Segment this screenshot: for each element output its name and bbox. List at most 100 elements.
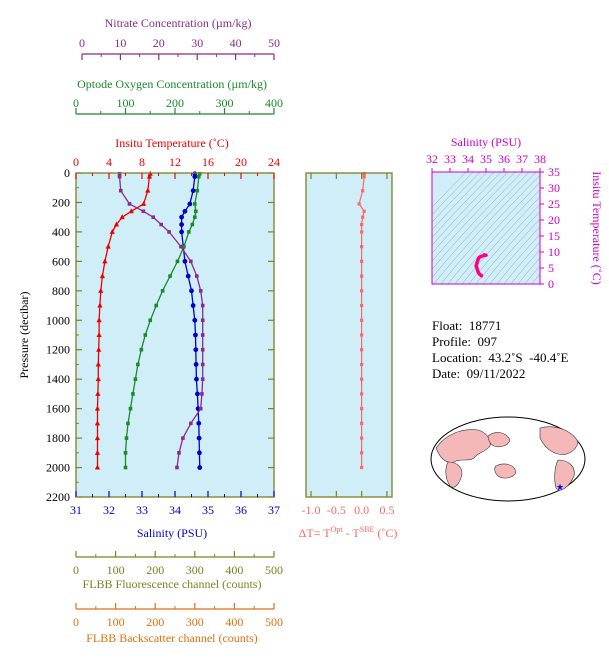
isopycnal-line bbox=[531, 273, 540, 284]
profile-panel: 0 4 8 12 16 20 24 31 32 33 34 35 36 37 0 200 400 600 800… bbox=[46, 155, 280, 517]
insitu-temperature-point bbox=[94, 420, 101, 426]
oxygen-axis-tick-label: 100 bbox=[117, 96, 135, 110]
insitu-temperature-point bbox=[146, 173, 153, 179]
temperature-axis-tick-label: 20 bbox=[235, 155, 247, 169]
salinity-point bbox=[193, 332, 198, 338]
nitrate-axis-tick-label: 10 bbox=[114, 36, 126, 50]
optode-oxygen-concentration-point bbox=[133, 377, 138, 381]
isopycnal-line bbox=[461, 196, 540, 284]
float-info: Float: 18771 Profile: 097 Location: 43.2˚S… bbox=[432, 302, 568, 398]
isopycnal-line bbox=[432, 172, 516, 262]
isopycnal-line bbox=[432, 172, 523, 270]
ts-temperature-tick-label: 35 bbox=[548, 165, 560, 179]
nitrate-axis-tick-label: 50 bbox=[268, 36, 280, 50]
delta-t-point bbox=[361, 215, 365, 219]
fluorescence-axis-tick-label: 500 bbox=[265, 563, 283, 577]
isopycnal-line bbox=[454, 189, 540, 284]
delta-t-point bbox=[360, 318, 364, 322]
pressure-axis-tick-label: 600 bbox=[52, 254, 70, 268]
oxygen-axis-tick-label: 0 bbox=[73, 96, 79, 110]
float-id: Float: 18771 bbox=[432, 318, 502, 333]
map-land-africa bbox=[445, 461, 463, 488]
ts-diagram: 32 33 34 35 36 37 38 0 5 10 15 20 25 30 35 bbox=[426, 152, 560, 291]
delta-t-point bbox=[360, 222, 364, 227]
temperature-axis-tick-label: 24 bbox=[268, 155, 280, 169]
salinity-point bbox=[179, 214, 185, 220]
ts-salinity-tick-label: 36 bbox=[498, 152, 510, 166]
pressure-axis-tick-label: 400 bbox=[52, 225, 70, 239]
delta-t-panel: -1.0 -0.5 0.0 0.5 bbox=[302, 172, 394, 517]
optode-oxygen-concentration-point bbox=[182, 244, 186, 249]
oxygen-axis-tick-label: 300 bbox=[216, 96, 234, 110]
optode-oxygen-concentration-point bbox=[197, 171, 202, 176]
float-location: Location: 43.2˚S -40.4˚E bbox=[432, 350, 569, 365]
insitu-temperature-point bbox=[95, 390, 101, 396]
insitu-temperature-point bbox=[98, 287, 104, 293]
salinity-point bbox=[195, 391, 200, 397]
delta-t-point bbox=[360, 274, 364, 278]
optode-oxygen-concentration-point bbox=[143, 333, 148, 337]
insitu-temperature-line bbox=[96, 173, 151, 468]
delta-t-axis-tick-label: -1.0 bbox=[302, 503, 321, 517]
optode-oxygen-concentration-point bbox=[123, 465, 128, 470]
optode-oxygen-concentration-point bbox=[139, 347, 144, 352]
backscatter-axis-tick-label: 100 bbox=[107, 615, 125, 629]
ts-temperature-tick-label: 5 bbox=[548, 261, 554, 275]
nitrate-concentration-point bbox=[181, 436, 185, 440]
insitu-temperature-point bbox=[95, 361, 101, 367]
optode-oxygen-concentration-point bbox=[154, 303, 158, 308]
optode-oxygen-concentration-point bbox=[193, 215, 197, 219]
insitu-temperature-point bbox=[97, 302, 103, 308]
salinity-point bbox=[197, 450, 202, 456]
nitrate-concentration-point bbox=[118, 188, 123, 193]
optode-oxygen-concentration-point bbox=[196, 174, 201, 179]
delta-t-point bbox=[360, 451, 364, 455]
optode-oxygen-concentration-point bbox=[131, 392, 135, 396]
delta-t-point bbox=[360, 333, 364, 337]
optode-oxygen-concentration-point bbox=[193, 202, 197, 206]
isopycnal-line bbox=[517, 257, 540, 284]
isopycnal-line bbox=[432, 172, 495, 238]
insitu-temperature-point bbox=[141, 200, 147, 206]
nitrate-axis-tick-label: 40 bbox=[230, 36, 242, 50]
backscatter-axis-tick-label: 400 bbox=[225, 615, 243, 629]
isopycnal-line bbox=[440, 174, 540, 284]
optode-oxygen-concentration-point bbox=[128, 406, 133, 411]
delta-t-point bbox=[360, 377, 364, 381]
optode-oxygen-concentration-point bbox=[187, 230, 191, 234]
delta-t-point bbox=[362, 209, 366, 213]
optode-oxygen-concentration-point bbox=[148, 318, 153, 323]
fluorescence-axis-tick-label: 300 bbox=[186, 563, 204, 577]
ts-temperature-tick-label: 25 bbox=[548, 197, 560, 211]
ts-curve bbox=[474, 253, 488, 278]
nitrate-concentration-point bbox=[189, 259, 193, 264]
delta-t-point bbox=[357, 202, 361, 206]
salinity-point bbox=[189, 288, 194, 294]
temperature-axis-tick-label: 12 bbox=[169, 155, 181, 169]
nitrate-concentration-point bbox=[141, 209, 146, 214]
map-land-asia-east bbox=[487, 432, 511, 448]
oxygen-axis-tick-label: 200 bbox=[166, 96, 184, 110]
temperature-axis-tick-label: 8 bbox=[139, 155, 145, 169]
ts-salinity-tick-label: 35 bbox=[480, 152, 492, 166]
optode-oxygen-concentration-point bbox=[195, 188, 200, 193]
map-land-australia bbox=[494, 463, 517, 479]
nitrate-concentration-point bbox=[198, 406, 203, 411]
nitrate-concentration-point bbox=[200, 303, 205, 308]
insitu-temperature-point bbox=[94, 449, 101, 455]
optode-oxygen-concentration-point bbox=[123, 451, 128, 455]
delta-t-point bbox=[360, 421, 364, 425]
nitrate-concentration-point bbox=[175, 465, 179, 470]
delta-t-point bbox=[360, 362, 364, 367]
salinity-axis-tick-label: 36 bbox=[235, 503, 247, 517]
ts-temperature-tick-label: 30 bbox=[548, 181, 560, 195]
salinity-axis-tick-label: 37 bbox=[268, 503, 280, 517]
salinity-point bbox=[179, 222, 185, 227]
delta-t-axis-tick-label: 0.5 bbox=[379, 503, 394, 517]
insitu-temperature-point bbox=[94, 405, 101, 411]
isopycnal-line bbox=[447, 182, 540, 284]
optode-oxygen-concentration-point bbox=[190, 222, 195, 227]
insitu-temperature-point bbox=[94, 435, 101, 441]
optode-oxygen-concentration-point bbox=[160, 289, 165, 293]
salinity-point bbox=[190, 188, 196, 194]
